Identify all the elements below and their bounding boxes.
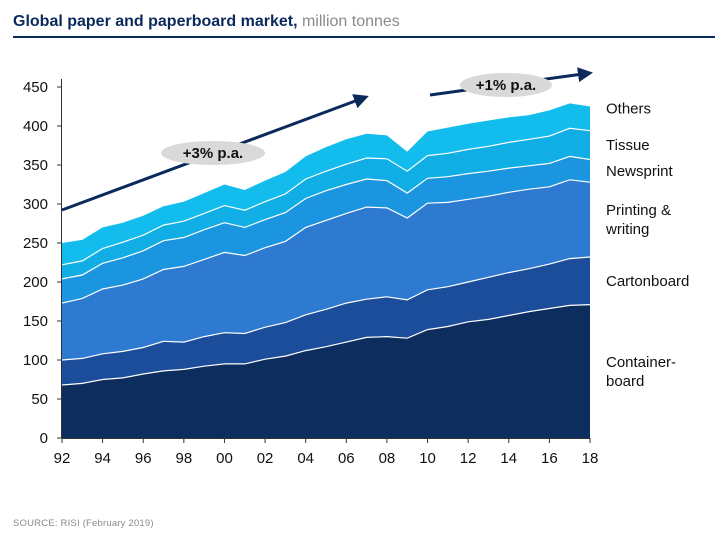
legend-label-newsprint: Newsprint bbox=[606, 163, 674, 180]
legend-label-line: Tissue bbox=[606, 137, 650, 154]
growth-badge bbox=[460, 73, 552, 97]
title-underline bbox=[13, 36, 715, 38]
legend-label-cartonboard: Cartonboard bbox=[606, 273, 689, 290]
legend-label-line: Newsprint bbox=[606, 163, 674, 180]
legend-label-line: Cartonboard bbox=[606, 273, 689, 290]
growth-badge bbox=[161, 141, 265, 165]
area-cartonboard bbox=[62, 257, 590, 385]
x-tick-label: 92 bbox=[54, 450, 71, 467]
legend-label-line: Others bbox=[606, 101, 651, 118]
x-tick-label: 08 bbox=[379, 450, 396, 467]
y-tick-label: 50 bbox=[31, 391, 48, 408]
chart-title: Global paper and paperboard market, mill… bbox=[13, 13, 400, 31]
separator-tissue bbox=[61, 127, 591, 266]
growth-badge-label: +3% p.a. bbox=[183, 145, 243, 162]
y-tick-label: 450 bbox=[23, 79, 48, 96]
x-tick-label: 04 bbox=[297, 450, 314, 467]
x-tick-label: 16 bbox=[541, 450, 558, 467]
x-tick-label: 10 bbox=[419, 450, 436, 467]
chart-title-main: Global paper and paperboard market, bbox=[13, 13, 298, 30]
area-printing_writing bbox=[62, 179, 590, 360]
x-tick-label: 96 bbox=[135, 450, 152, 467]
separator-cartonboard bbox=[61, 256, 591, 361]
area-layers bbox=[61, 103, 591, 438]
y-tick-label: 350 bbox=[23, 157, 48, 174]
separator-printing_writing bbox=[61, 179, 591, 304]
chart-title-unit: million tonnes bbox=[301, 13, 400, 30]
legend-label-line: Container- bbox=[606, 354, 676, 371]
legend-label-line: board bbox=[606, 373, 644, 390]
x-tick-label: 00 bbox=[216, 450, 233, 467]
separator-newsprint bbox=[61, 155, 591, 280]
y-tick-label: 0 bbox=[40, 430, 48, 447]
legend-label-tissue: Tissue bbox=[606, 137, 650, 154]
area-tissue bbox=[62, 128, 590, 279]
x-tick-label: 14 bbox=[500, 450, 517, 467]
y-tick-label: 100 bbox=[23, 352, 48, 369]
source-note: SOURCE: RISI (February 2019) bbox=[13, 518, 154, 529]
legend-label-printing_writing: Printing & writing bbox=[605, 202, 671, 238]
area-others bbox=[62, 103, 590, 265]
legend-label-line: Printing & bbox=[606, 202, 671, 219]
separator-containerboard bbox=[61, 304, 591, 386]
legend: Container-board Cartonboard Printing & writ… bbox=[605, 101, 689, 390]
x-tick-label: 98 bbox=[176, 450, 193, 467]
area-newsprint bbox=[62, 156, 590, 304]
x-tick-label: 02 bbox=[257, 450, 274, 467]
growth-annotations: +3% p.a. +1% p.a. bbox=[61, 67, 593, 212]
legend-label-others: Others bbox=[606, 101, 651, 118]
y-tick-label: 150 bbox=[23, 313, 48, 330]
legend-label-containerboard: Container-board bbox=[606, 354, 676, 390]
x-tick-label: 18 bbox=[582, 450, 599, 467]
y-tick-label: 300 bbox=[23, 196, 48, 213]
y-tick-label: 250 bbox=[23, 235, 48, 252]
legend-label-line: writing bbox=[605, 221, 649, 238]
x-tick-label: 06 bbox=[338, 450, 355, 467]
growth-badge-label: +1% p.a. bbox=[476, 77, 536, 94]
x-tick-label: 94 bbox=[94, 450, 111, 467]
x-tick-label: 12 bbox=[460, 450, 477, 467]
y-tick-label: 400 bbox=[23, 118, 48, 135]
y-tick-label: 200 bbox=[23, 274, 48, 291]
area-containerboard bbox=[62, 304, 590, 438]
axes: 0 50 100 150 200 250 300 350 400 450 92 94 96 98 00 02 0… bbox=[23, 79, 598, 467]
